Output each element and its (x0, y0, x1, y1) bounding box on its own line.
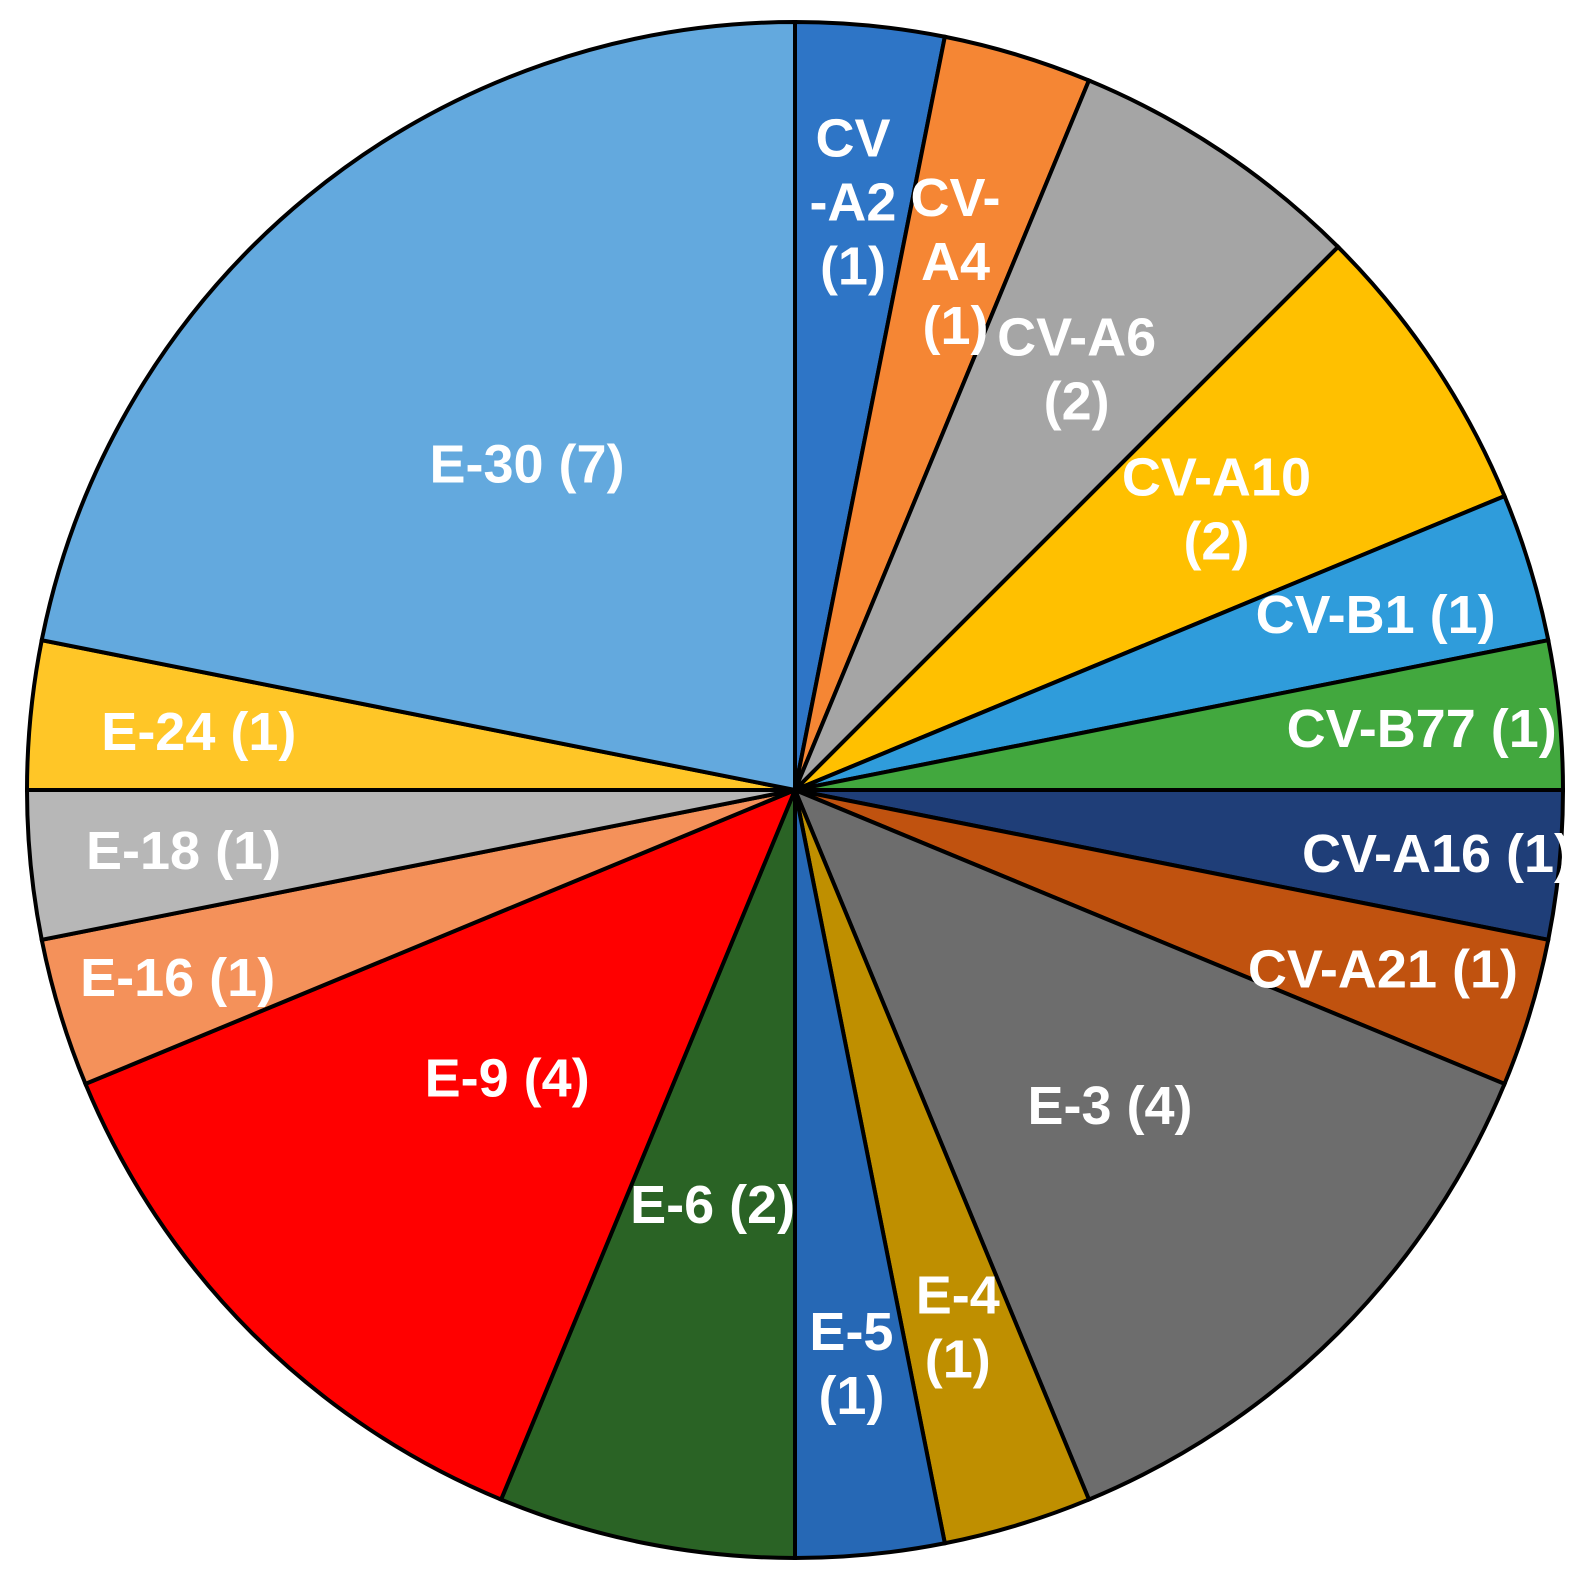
slice-label: CV-A6 (2) (997, 307, 1156, 431)
slice-label-line: E-24 (1) (101, 702, 296, 762)
slice-label: E-5 (1) (809, 1302, 893, 1426)
slice-label-line: (1) (925, 1329, 991, 1389)
slice-label-line: (2) (1044, 371, 1110, 431)
slice-label-line: E-18 (1) (86, 821, 281, 881)
slice-label-line: CV-B1 (1) (1256, 585, 1496, 645)
slice-label: CV-A10 (2) (1122, 447, 1311, 571)
slice-label: E-16 (1) (80, 948, 275, 1008)
slice-label-line: (2) (1183, 511, 1249, 571)
pie-slice (82, 786, 799, 1503)
slice-label-line: E-16 (1) (80, 948, 275, 1008)
slice-label: CV-A16 (1) (1302, 824, 1572, 884)
slice-label: E-6 (2) (630, 1175, 795, 1235)
pie-slice (39, 19, 797, 793)
slice-label: CV -A2 (1) (809, 108, 896, 296)
pie-slices (24, 19, 1566, 1561)
slice-label: CV-A4 (1) (911, 168, 1001, 356)
slice-label: E-24 (1) (101, 702, 296, 762)
slice-label: E-9 (4) (425, 1049, 590, 1109)
slice-label-line: -A2 (809, 172, 896, 232)
slice-label-line: (1) (820, 236, 886, 296)
slice-label-line: E-30 (7) (429, 434, 624, 494)
slice-label-line: E-3 (4) (1027, 1076, 1192, 1136)
pie-slice (793, 77, 1341, 792)
slice-label-line: E-4 (916, 1265, 1000, 1325)
slice-label-line: CV-A21 (1) (1248, 939, 1518, 999)
slice-label-line: A4 (921, 232, 990, 292)
slice-label: CV-B1 (1) (1256, 585, 1496, 645)
pie-slice (793, 244, 1508, 792)
slice-label: E-3 (4) (1027, 1076, 1192, 1136)
slice-label: E-4 (1) (916, 1265, 1000, 1389)
slice-label: E-18 (1) (86, 821, 281, 881)
slice-label-line: CV- (911, 168, 1001, 228)
slice-label: E-30 (7) (429, 434, 624, 494)
slice-label: CV-B77 (1) (1287, 699, 1557, 759)
slice-label: CV-A21 (1) (1248, 939, 1518, 999)
slice-label-line: CV-B77 (1) (1287, 699, 1557, 759)
slice-label-line: (1) (818, 1366, 884, 1426)
slice-label-line: E-9 (4) (425, 1049, 590, 1109)
pie-slice (791, 786, 1508, 1503)
pie-slice (498, 789, 797, 1561)
slice-label-line: (1) (923, 296, 989, 356)
pie-labels: CV -A2 (1)CV-A4 (1) CV-A6 (2)CV-A10 (2)CV-B1 (… (80, 108, 1572, 1426)
slice-label-line: CV-A10 (1122, 447, 1311, 507)
slice-label-line: CV-A16 (1) (1302, 824, 1572, 884)
slice-label-line: E-5 (809, 1302, 893, 1362)
slice-label-line: CV (815, 108, 890, 168)
slice-label-line: E-6 (2) (630, 1175, 795, 1235)
slice-label-line: CV-A6 (997, 307, 1156, 367)
